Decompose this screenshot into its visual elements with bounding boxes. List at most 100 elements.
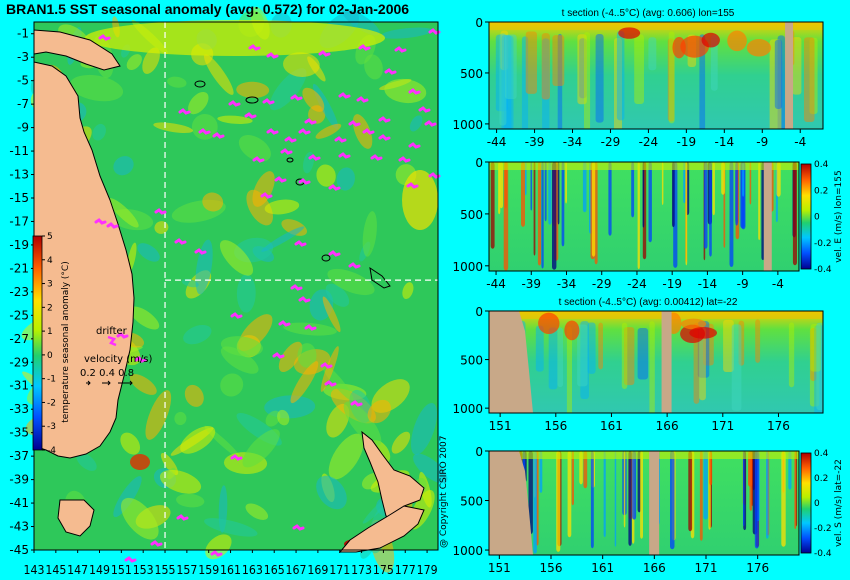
section-field [489,311,823,413]
section-streak [810,328,817,382]
lon-tick-label: 163 [242,563,263,577]
section-streak [703,162,708,249]
section-streak [590,451,594,549]
section-x-tick-label: -29 [592,277,612,291]
lat-tick-label: -13 [9,168,29,182]
lat-tick-label: -27 [9,332,29,346]
colorbar-tick-label: 0 [47,351,53,361]
drifter-marker [418,106,431,113]
section-streak [758,162,761,241]
section-streak [567,451,572,538]
section-y-tick-label: 0 [475,156,483,170]
section-colorbar-tick: 0.4 [814,160,829,170]
lat-tick-label: -19 [9,238,29,252]
section-field [489,162,799,271]
section-streak [703,451,708,520]
section-streak [792,162,797,266]
section-background [489,22,823,129]
anomaly-blob [336,167,355,191]
section-colorbar [800,163,812,270]
section-x-tick-label: -44 [487,135,507,149]
drifter-marker [176,514,189,521]
section-streak [735,162,738,226]
section-colorbar-tick: -0.4 [814,265,832,275]
anomaly-blob [380,27,433,39]
drifter-marker [212,132,225,139]
section-streak [579,451,583,485]
section-streak [614,38,622,129]
lon-tick-label: 177 [395,563,416,577]
anomaly-blob [159,469,202,494]
drifter-marker [328,250,341,257]
anomaly-blob [191,114,218,140]
section-streak [670,451,675,550]
section-frame [488,161,800,272]
section-streak [528,451,533,534]
drifter-marker [94,218,107,225]
section-streak [699,34,706,129]
drifter-marker [198,128,211,135]
map-lon-ticks: 143 145 147 149 151 153 155 157 159 161 163 165 167 1… [24,550,438,577]
drifter-marker [290,94,303,101]
anomaly-blob [278,341,303,373]
lat-tick-label: -17 [9,214,29,228]
section-y-tick-label: 500 [460,495,483,509]
section-streak [565,162,567,204]
section-x-tick-label: -34 [563,135,583,149]
section-x-tick-label: 151 [488,561,511,575]
section-warm-core [538,312,560,335]
anomaly-blob [236,81,270,99]
section-streak [688,451,693,532]
colorbar-tick-label: 2 [47,303,53,313]
section-warm-core [672,36,686,59]
section-streak [535,325,544,372]
velocity-legend-arrows [86,380,133,386]
drifter-marker [328,184,341,191]
section-streak [616,31,625,121]
anomaly-blob [384,78,427,104]
drifter-marker [284,136,297,143]
drifter-marker [362,128,375,135]
colorbar-tick-label: 3 [47,280,53,290]
lon-tick-label: 147 [67,563,88,577]
lat-tick-label: -3 [17,50,29,64]
section-warm-core [746,39,771,57]
lon-tick-label: 153 [133,563,154,577]
lon-tick-label: 155 [155,563,176,577]
section-surface-band [489,162,799,170]
section-panel-1: -44 -39 -34 -29 -24 -19 -14 -9 -4 0 500 1000 t secti… [452,8,824,149]
section-y-tick-label: 1000 [452,118,483,132]
section-streak [699,451,703,541]
section-streak [521,162,525,227]
drifter-marker [384,68,397,75]
section-x-tick-label: -19 [677,135,697,149]
anomaly-blob-hot [130,454,150,470]
section-colorbar-tick: -0.2 [814,524,832,534]
section-streak [648,162,652,243]
section-x-tick-label: -39 [521,277,541,291]
drifter-marker [338,152,351,159]
section-x-tick-label: -19 [662,277,682,291]
section-streak [539,451,543,493]
colorbar-tick-label: -1 [47,375,56,385]
section-streak [642,162,645,228]
drifter-marker [348,262,361,269]
anomaly-blob [69,74,124,102]
colorbar-tick-label: -2 [47,398,56,408]
section-title: t section (-4..5°C) (avg: 0.606) lon=155 [562,8,735,19]
anomaly-blob [252,171,275,207]
section-y-tick-label: 500 [460,354,483,368]
lon-tick-label: 167 [286,563,307,577]
section-streak [533,162,536,256]
colorbar-tick-label: 5 [47,232,53,242]
lat-tick-label: -33 [9,402,29,416]
section-streak [524,162,527,196]
lat-tick-label: -1 [17,27,29,41]
section-streak [537,162,541,266]
drifter-marker [260,192,273,199]
anomaly-blob [188,91,209,115]
anomaly-blob [343,401,382,446]
section-colorbar-tick: 0.2 [814,186,828,196]
section-frame [488,450,800,556]
anomaly-blob [391,431,411,454]
